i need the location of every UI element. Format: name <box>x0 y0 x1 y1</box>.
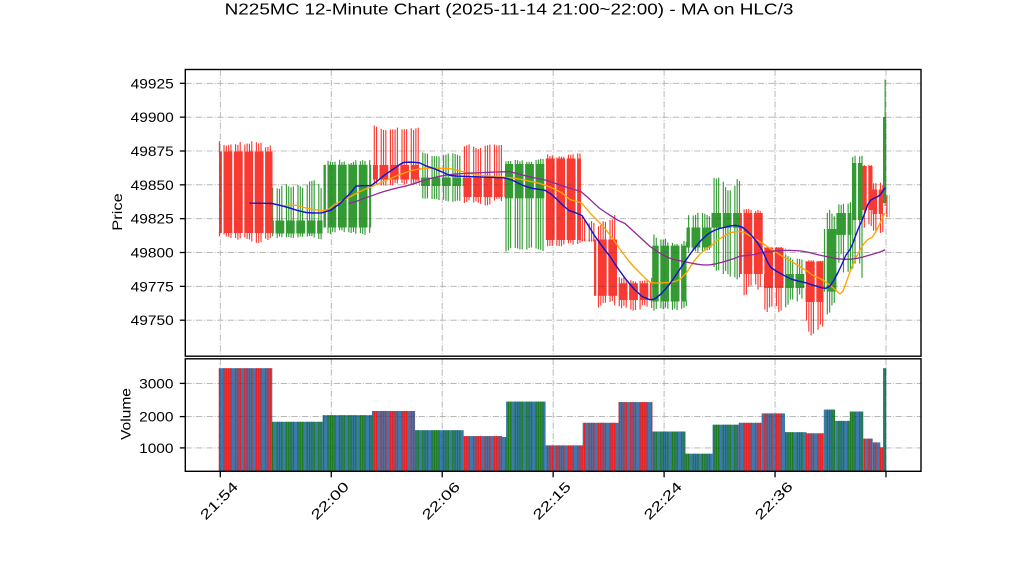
svg-text:49800: 49800 <box>131 246 174 261</box>
svg-text:49825: 49825 <box>131 212 174 227</box>
svg-text:49925: 49925 <box>131 76 174 91</box>
svg-text:Price: Price <box>110 193 125 231</box>
svg-text:49875: 49875 <box>131 144 174 159</box>
svg-text:49775: 49775 <box>131 279 174 294</box>
svg-text:2000: 2000 <box>139 410 174 425</box>
svg-text:49900: 49900 <box>131 110 174 125</box>
svg-text:3000: 3000 <box>139 376 174 391</box>
svg-text:1000: 1000 <box>139 441 174 456</box>
svg-text:N225MC 12-Minute Chart (2025-1: N225MC 12-Minute Chart (2025-11-14 21:00… <box>225 2 794 19</box>
svg-text:Volume: Volume <box>119 388 134 440</box>
svg-text:49850: 49850 <box>131 178 174 193</box>
svg-text:49750: 49750 <box>131 313 174 328</box>
